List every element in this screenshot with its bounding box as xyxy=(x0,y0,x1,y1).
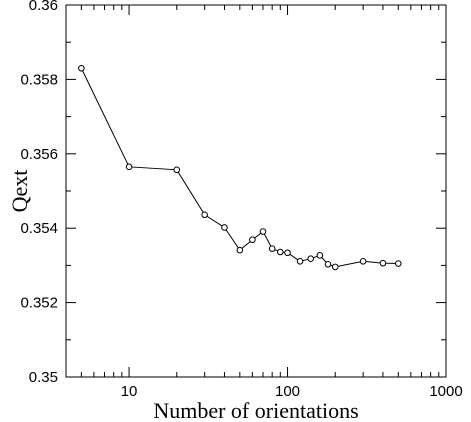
axis-ticks xyxy=(65,4,447,378)
y-tick-label: 0.358 xyxy=(20,71,58,88)
data-point xyxy=(296,258,304,265)
data-point xyxy=(268,245,276,252)
data-point xyxy=(284,249,291,257)
data-point xyxy=(307,255,314,263)
data-point xyxy=(236,246,244,254)
data-point xyxy=(125,163,133,171)
x-axis-title: Number of orientations xyxy=(153,398,358,422)
data-point xyxy=(379,259,387,267)
x-tick-label: 10 xyxy=(121,383,138,400)
data-point xyxy=(316,252,324,259)
data-point xyxy=(359,258,367,265)
tick-labels: 0.35 0.352 0.354 0.356 0.358 0.36 10 100 1000 xyxy=(20,0,462,400)
data-point xyxy=(78,64,85,72)
data-point xyxy=(324,260,332,268)
data-point xyxy=(173,166,181,174)
data-point xyxy=(394,260,402,267)
plot-frame xyxy=(65,4,447,378)
x-tick-label: 1000 xyxy=(429,383,462,400)
x-tick-label: 100 xyxy=(275,383,300,400)
y-tick-label: 0.35 xyxy=(29,369,58,386)
data-point xyxy=(276,248,284,256)
y-tick-label: 0.352 xyxy=(20,295,58,312)
data-point xyxy=(331,263,339,271)
y-tick-label: 0.36 xyxy=(29,0,58,14)
data-point xyxy=(201,211,208,219)
y-tick-label: 0.354 xyxy=(20,220,58,237)
data-point xyxy=(221,224,228,231)
data-point xyxy=(259,228,267,235)
y-tick-label: 0.356 xyxy=(20,146,58,163)
data-point xyxy=(249,236,256,244)
plot-series xyxy=(78,64,402,271)
y-axis-title: Qext xyxy=(7,170,32,213)
